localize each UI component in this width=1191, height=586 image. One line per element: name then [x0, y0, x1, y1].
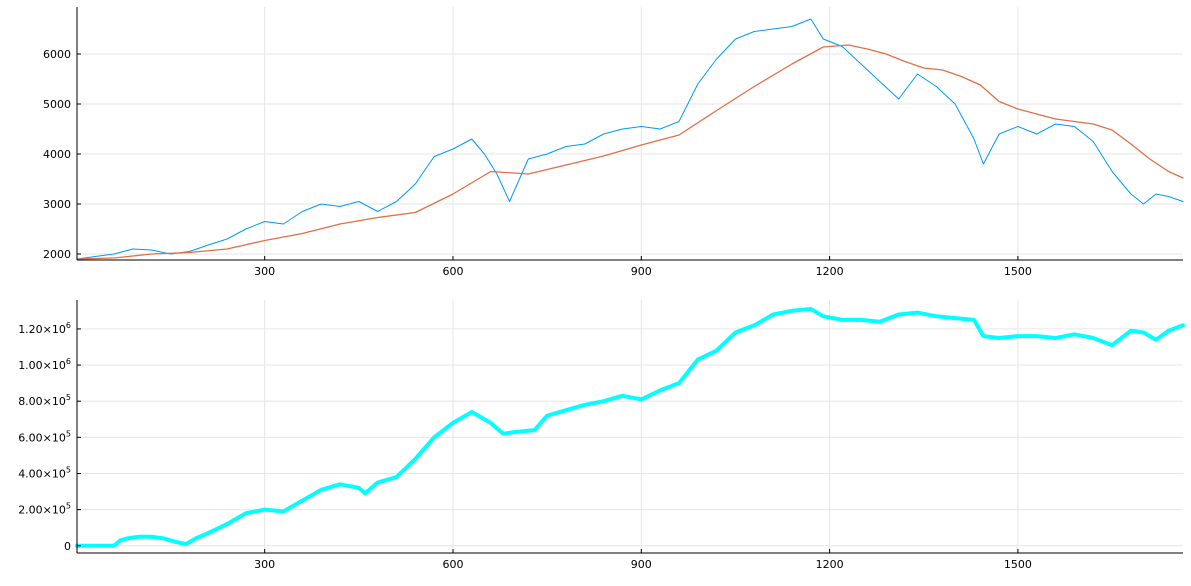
series-line-1	[75, 307, 1185, 548]
y-tick-label: 0	[64, 540, 71, 553]
y-tick-label: 1.20×106	[18, 321, 71, 336]
x-tick-label: 1200	[816, 265, 844, 278]
series-line-1	[76, 18, 1184, 260]
y-tick-label: 2000	[43, 248, 71, 261]
x-tick-label: 300	[254, 558, 275, 571]
y-tick-label: 4.00×105	[18, 465, 71, 480]
y-tick-label: 6.00×105	[18, 429, 71, 444]
x-tick-label: 900	[631, 558, 652, 571]
x-tick-label: 600	[442, 265, 463, 278]
y-tick-label: 4000	[43, 148, 71, 161]
x-tick-label: 900	[631, 265, 652, 278]
top-price-chart: 300 600 900 1200 1500 2000 3000 4000 5000 6000	[43, 7, 1184, 278]
x-tick-label: 600	[442, 558, 463, 571]
y-tick-label: 3000	[43, 198, 71, 211]
x-tick-label: 1500	[1004, 265, 1032, 278]
y-tick-label: 8.00×105	[18, 393, 71, 408]
x-tick-label: 300	[254, 265, 275, 278]
y-tick-label: 2.00×105	[18, 502, 71, 517]
x-tick-label: 1500	[1004, 558, 1032, 571]
series-line-2	[76, 44, 1184, 260]
y-tick-label: 5000	[43, 98, 71, 111]
y-tick-label: 6000	[43, 48, 71, 61]
bottom-equity-chart: 300 600 900 1200 1500 0 2.00×105 4.00×105 6.00×1…	[18, 300, 1185, 571]
y-tick-label: 1.00×106	[18, 357, 71, 372]
x-tick-label: 1200	[816, 558, 844, 571]
